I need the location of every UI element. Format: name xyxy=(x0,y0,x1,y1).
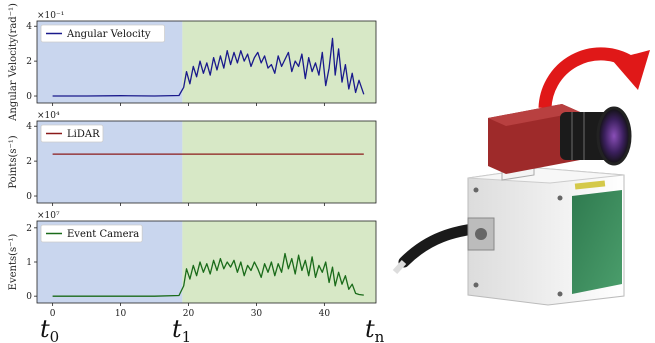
series-line xyxy=(52,37,365,97)
legend-box xyxy=(40,124,104,143)
phase-region-1 xyxy=(182,121,376,203)
x-tick-label: 40 xyxy=(319,309,331,319)
legend-label: Event Camera xyxy=(67,229,139,240)
legend-box xyxy=(40,24,165,43)
y-multiplier: ×10⁻¹ xyxy=(37,11,64,21)
y-axis-label: Angular Velocity(rad⁻¹) xyxy=(8,3,19,122)
axes-frame xyxy=(36,120,377,204)
legend-label: LiDAR xyxy=(67,129,100,140)
y-tick-label: 2 xyxy=(26,57,32,67)
chart-panel-1: 0 2 4 ×10⁴ Points(s⁻¹) LiDAR xyxy=(8,111,377,206)
y-tick-label: 1 xyxy=(26,258,32,268)
y-multiplier: ×10⁷ xyxy=(37,211,60,221)
y-tick-label: 2 xyxy=(26,224,32,234)
legend-label: Angular Velocity xyxy=(66,29,151,40)
phase-region-1 xyxy=(182,221,376,303)
chart-panels: 0 2 4 ×10⁻¹ Angular Velocity(rad⁻¹) Angular V… xyxy=(8,3,377,319)
x-tick-label: 10 xyxy=(115,309,127,319)
y-axis-label: Points(s⁻¹) xyxy=(8,135,19,188)
phase-region-1 xyxy=(182,21,376,103)
y-tick-label: 0 xyxy=(26,192,32,202)
y-tick-label: 4 xyxy=(26,122,32,132)
axes-frame xyxy=(36,20,377,104)
y-tick-label: 0 xyxy=(26,92,32,102)
sensor-rig-illustration xyxy=(392,104,632,306)
legend: LiDAR xyxy=(40,124,104,143)
series-line xyxy=(52,252,364,297)
y-tick-label: 2 xyxy=(26,157,32,167)
y-tick-label: 0 xyxy=(26,292,32,302)
time-marker-t0: t0 xyxy=(40,315,59,343)
legend-box xyxy=(40,224,143,243)
legend: Event Camera xyxy=(40,224,143,243)
time-marker-t1: t1 xyxy=(172,315,191,343)
x-tick-label: 30 xyxy=(251,309,263,319)
y-multiplier: ×10⁴ xyxy=(37,111,60,121)
x-tick-label: 0 xyxy=(50,309,56,319)
rotation-arrow-icon xyxy=(538,47,650,109)
y-axis-label: Events(s⁻¹) xyxy=(8,234,19,291)
chart-panel-0: 0 2 4 ×10⁻¹ Angular Velocity(rad⁻¹) Angular V… xyxy=(8,3,377,122)
time-marker-tn: tn xyxy=(365,315,385,343)
legend: Angular Velocity xyxy=(40,24,165,43)
x-tick-label: 20 xyxy=(183,309,195,319)
y-tick-label: 4 xyxy=(26,22,32,32)
